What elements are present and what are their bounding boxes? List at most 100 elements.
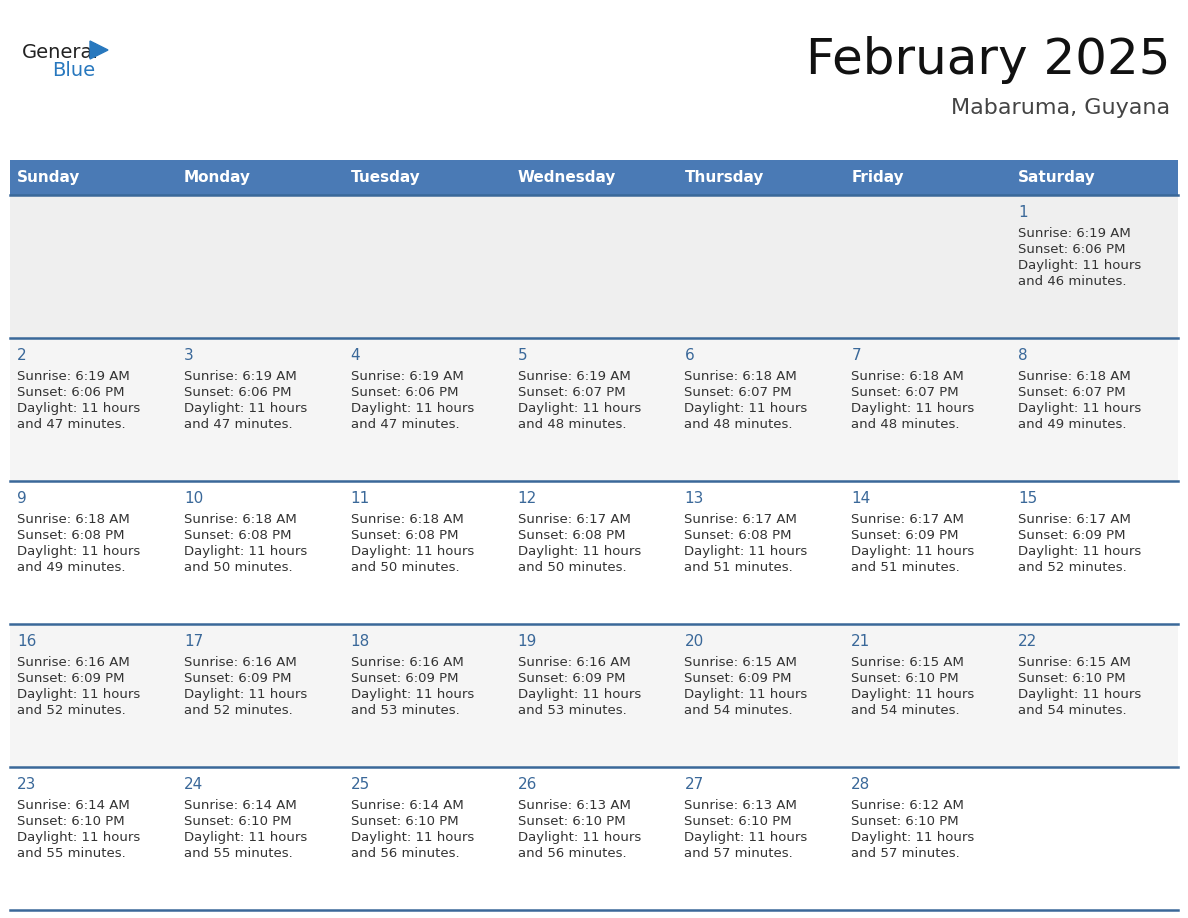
Text: 18: 18: [350, 634, 369, 649]
Text: 27: 27: [684, 777, 703, 792]
Bar: [10, 195, 1178, 338]
Text: and 53 minutes.: and 53 minutes.: [350, 704, 460, 717]
Text: Sunrise: 6:12 AM: Sunrise: 6:12 AM: [852, 799, 965, 812]
Text: and 49 minutes.: and 49 minutes.: [17, 561, 126, 574]
Text: 23: 23: [17, 777, 37, 792]
Text: Daylight: 11 hours: Daylight: 11 hours: [184, 545, 308, 558]
Text: Saturday: Saturday: [1018, 170, 1095, 185]
Text: Daylight: 11 hours: Daylight: 11 hours: [518, 545, 640, 558]
Text: February 2025: February 2025: [805, 36, 1170, 84]
Text: Sunrise: 6:15 AM: Sunrise: 6:15 AM: [852, 656, 965, 669]
Text: Sunset: 6:10 PM: Sunset: 6:10 PM: [184, 815, 291, 828]
Text: Thursday: Thursday: [684, 170, 764, 185]
Bar: [10, 338, 1178, 481]
Text: 20: 20: [684, 634, 703, 649]
Text: 11: 11: [350, 491, 369, 506]
Text: Sunrise: 6:18 AM: Sunrise: 6:18 AM: [184, 513, 297, 526]
Text: Daylight: 11 hours: Daylight: 11 hours: [518, 402, 640, 415]
Text: Daylight: 11 hours: Daylight: 11 hours: [852, 545, 974, 558]
Text: Daylight: 11 hours: Daylight: 11 hours: [1018, 402, 1142, 415]
Text: and 47 minutes.: and 47 minutes.: [184, 418, 292, 431]
Text: Sunset: 6:06 PM: Sunset: 6:06 PM: [17, 386, 125, 399]
Text: Sunrise: 6:18 AM: Sunrise: 6:18 AM: [350, 513, 463, 526]
Text: Monday: Monday: [184, 170, 251, 185]
Text: 12: 12: [518, 491, 537, 506]
Text: Sunrise: 6:19 AM: Sunrise: 6:19 AM: [518, 370, 631, 383]
Text: Daylight: 11 hours: Daylight: 11 hours: [1018, 259, 1142, 272]
Text: and 48 minutes.: and 48 minutes.: [518, 418, 626, 431]
Text: 5: 5: [518, 348, 527, 363]
Text: and 50 minutes.: and 50 minutes.: [350, 561, 460, 574]
Text: 25: 25: [350, 777, 369, 792]
Text: Sunrise: 6:14 AM: Sunrise: 6:14 AM: [350, 799, 463, 812]
Text: and 48 minutes.: and 48 minutes.: [852, 418, 960, 431]
Text: Daylight: 11 hours: Daylight: 11 hours: [684, 831, 808, 844]
Text: Sunset: 6:09 PM: Sunset: 6:09 PM: [852, 529, 959, 542]
Text: 14: 14: [852, 491, 871, 506]
Text: 3: 3: [184, 348, 194, 363]
Text: and 56 minutes.: and 56 minutes.: [518, 847, 626, 860]
Text: Daylight: 11 hours: Daylight: 11 hours: [518, 831, 640, 844]
Text: Sunset: 6:08 PM: Sunset: 6:08 PM: [17, 529, 125, 542]
Bar: [511, 160, 677, 195]
Text: Sunset: 6:06 PM: Sunset: 6:06 PM: [1018, 243, 1126, 256]
Text: Daylight: 11 hours: Daylight: 11 hours: [350, 688, 474, 701]
Text: Sunrise: 6:18 AM: Sunrise: 6:18 AM: [684, 370, 797, 383]
Text: 6: 6: [684, 348, 694, 363]
Text: Friday: Friday: [852, 170, 904, 185]
Text: Daylight: 11 hours: Daylight: 11 hours: [852, 402, 974, 415]
Text: and 52 minutes.: and 52 minutes.: [17, 704, 126, 717]
Text: Sunset: 6:10 PM: Sunset: 6:10 PM: [1018, 672, 1126, 685]
Text: Sunset: 6:09 PM: Sunset: 6:09 PM: [518, 672, 625, 685]
Text: Daylight: 11 hours: Daylight: 11 hours: [350, 402, 474, 415]
Text: 13: 13: [684, 491, 703, 506]
Text: Sunset: 6:06 PM: Sunset: 6:06 PM: [184, 386, 291, 399]
Text: Sunrise: 6:18 AM: Sunrise: 6:18 AM: [1018, 370, 1131, 383]
Text: Sunset: 6:08 PM: Sunset: 6:08 PM: [518, 529, 625, 542]
Text: 7: 7: [852, 348, 861, 363]
Text: Mabaruma, Guyana: Mabaruma, Guyana: [950, 98, 1170, 118]
Bar: [343, 160, 511, 195]
Text: Sunrise: 6:16 AM: Sunrise: 6:16 AM: [350, 656, 463, 669]
Bar: [845, 160, 1011, 195]
Text: 9: 9: [17, 491, 27, 506]
Text: Sunrise: 6:15 AM: Sunrise: 6:15 AM: [684, 656, 797, 669]
Text: 21: 21: [852, 634, 871, 649]
Text: Tuesday: Tuesday: [350, 170, 421, 185]
Text: Sunset: 6:10 PM: Sunset: 6:10 PM: [350, 815, 459, 828]
Text: and 47 minutes.: and 47 minutes.: [350, 418, 460, 431]
Text: Daylight: 11 hours: Daylight: 11 hours: [684, 402, 808, 415]
Text: Sunrise: 6:15 AM: Sunrise: 6:15 AM: [1018, 656, 1131, 669]
Text: and 54 minutes.: and 54 minutes.: [1018, 704, 1126, 717]
Text: Sunrise: 6:14 AM: Sunrise: 6:14 AM: [17, 799, 129, 812]
Text: Sunset: 6:10 PM: Sunset: 6:10 PM: [684, 815, 792, 828]
Text: and 57 minutes.: and 57 minutes.: [684, 847, 794, 860]
Text: and 55 minutes.: and 55 minutes.: [184, 847, 292, 860]
Text: Sunrise: 6:19 AM: Sunrise: 6:19 AM: [350, 370, 463, 383]
Text: 17: 17: [184, 634, 203, 649]
Text: Sunrise: 6:16 AM: Sunrise: 6:16 AM: [17, 656, 129, 669]
Text: Sunset: 6:07 PM: Sunset: 6:07 PM: [684, 386, 792, 399]
Text: Sunrise: 6:16 AM: Sunrise: 6:16 AM: [184, 656, 297, 669]
Text: 1: 1: [1018, 205, 1028, 220]
Text: and 54 minutes.: and 54 minutes.: [852, 704, 960, 717]
Text: and 55 minutes.: and 55 minutes.: [17, 847, 126, 860]
Text: and 52 minutes.: and 52 minutes.: [1018, 561, 1127, 574]
Text: General: General: [21, 43, 99, 62]
Text: 2: 2: [17, 348, 26, 363]
Text: Sunset: 6:06 PM: Sunset: 6:06 PM: [350, 386, 459, 399]
Text: Sunrise: 6:17 AM: Sunrise: 6:17 AM: [1018, 513, 1131, 526]
Text: Sunrise: 6:18 AM: Sunrise: 6:18 AM: [17, 513, 129, 526]
Text: 4: 4: [350, 348, 360, 363]
Bar: [10, 481, 1178, 624]
Text: Sunset: 6:07 PM: Sunset: 6:07 PM: [518, 386, 625, 399]
Text: 24: 24: [184, 777, 203, 792]
Text: Wednesday: Wednesday: [518, 170, 615, 185]
Text: Blue: Blue: [52, 62, 95, 81]
Bar: [10, 160, 177, 195]
Text: Sunset: 6:09 PM: Sunset: 6:09 PM: [684, 672, 792, 685]
Text: Sunrise: 6:17 AM: Sunrise: 6:17 AM: [684, 513, 797, 526]
Bar: [10, 767, 1178, 910]
Text: Sunset: 6:10 PM: Sunset: 6:10 PM: [852, 815, 959, 828]
Text: Sunset: 6:08 PM: Sunset: 6:08 PM: [684, 529, 792, 542]
